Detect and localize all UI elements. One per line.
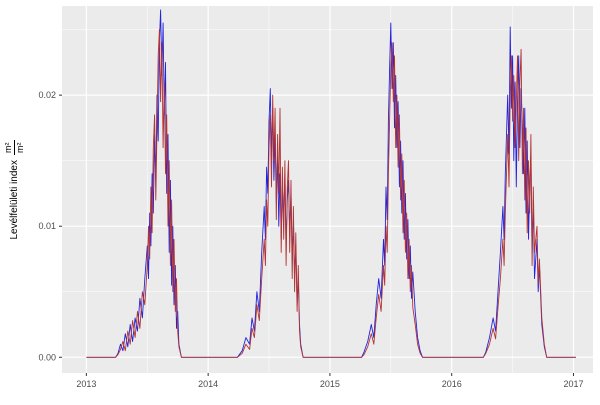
y-tick-label: 0.00	[38, 352, 56, 362]
x-tick-label: 2015	[320, 379, 340, 389]
plot-panel	[62, 6, 593, 373]
x-tick-label: 2013	[76, 379, 96, 389]
axis-ticks	[59, 94, 575, 376]
x-tick-label: 2017	[563, 379, 583, 389]
y-tick-label: 0.01	[38, 221, 56, 231]
y-tick-label: 0.02	[38, 90, 56, 100]
x-tick-label: 2016	[442, 379, 462, 389]
series-line-red	[86, 29, 576, 358]
x-tick-label: 2014	[198, 379, 218, 389]
